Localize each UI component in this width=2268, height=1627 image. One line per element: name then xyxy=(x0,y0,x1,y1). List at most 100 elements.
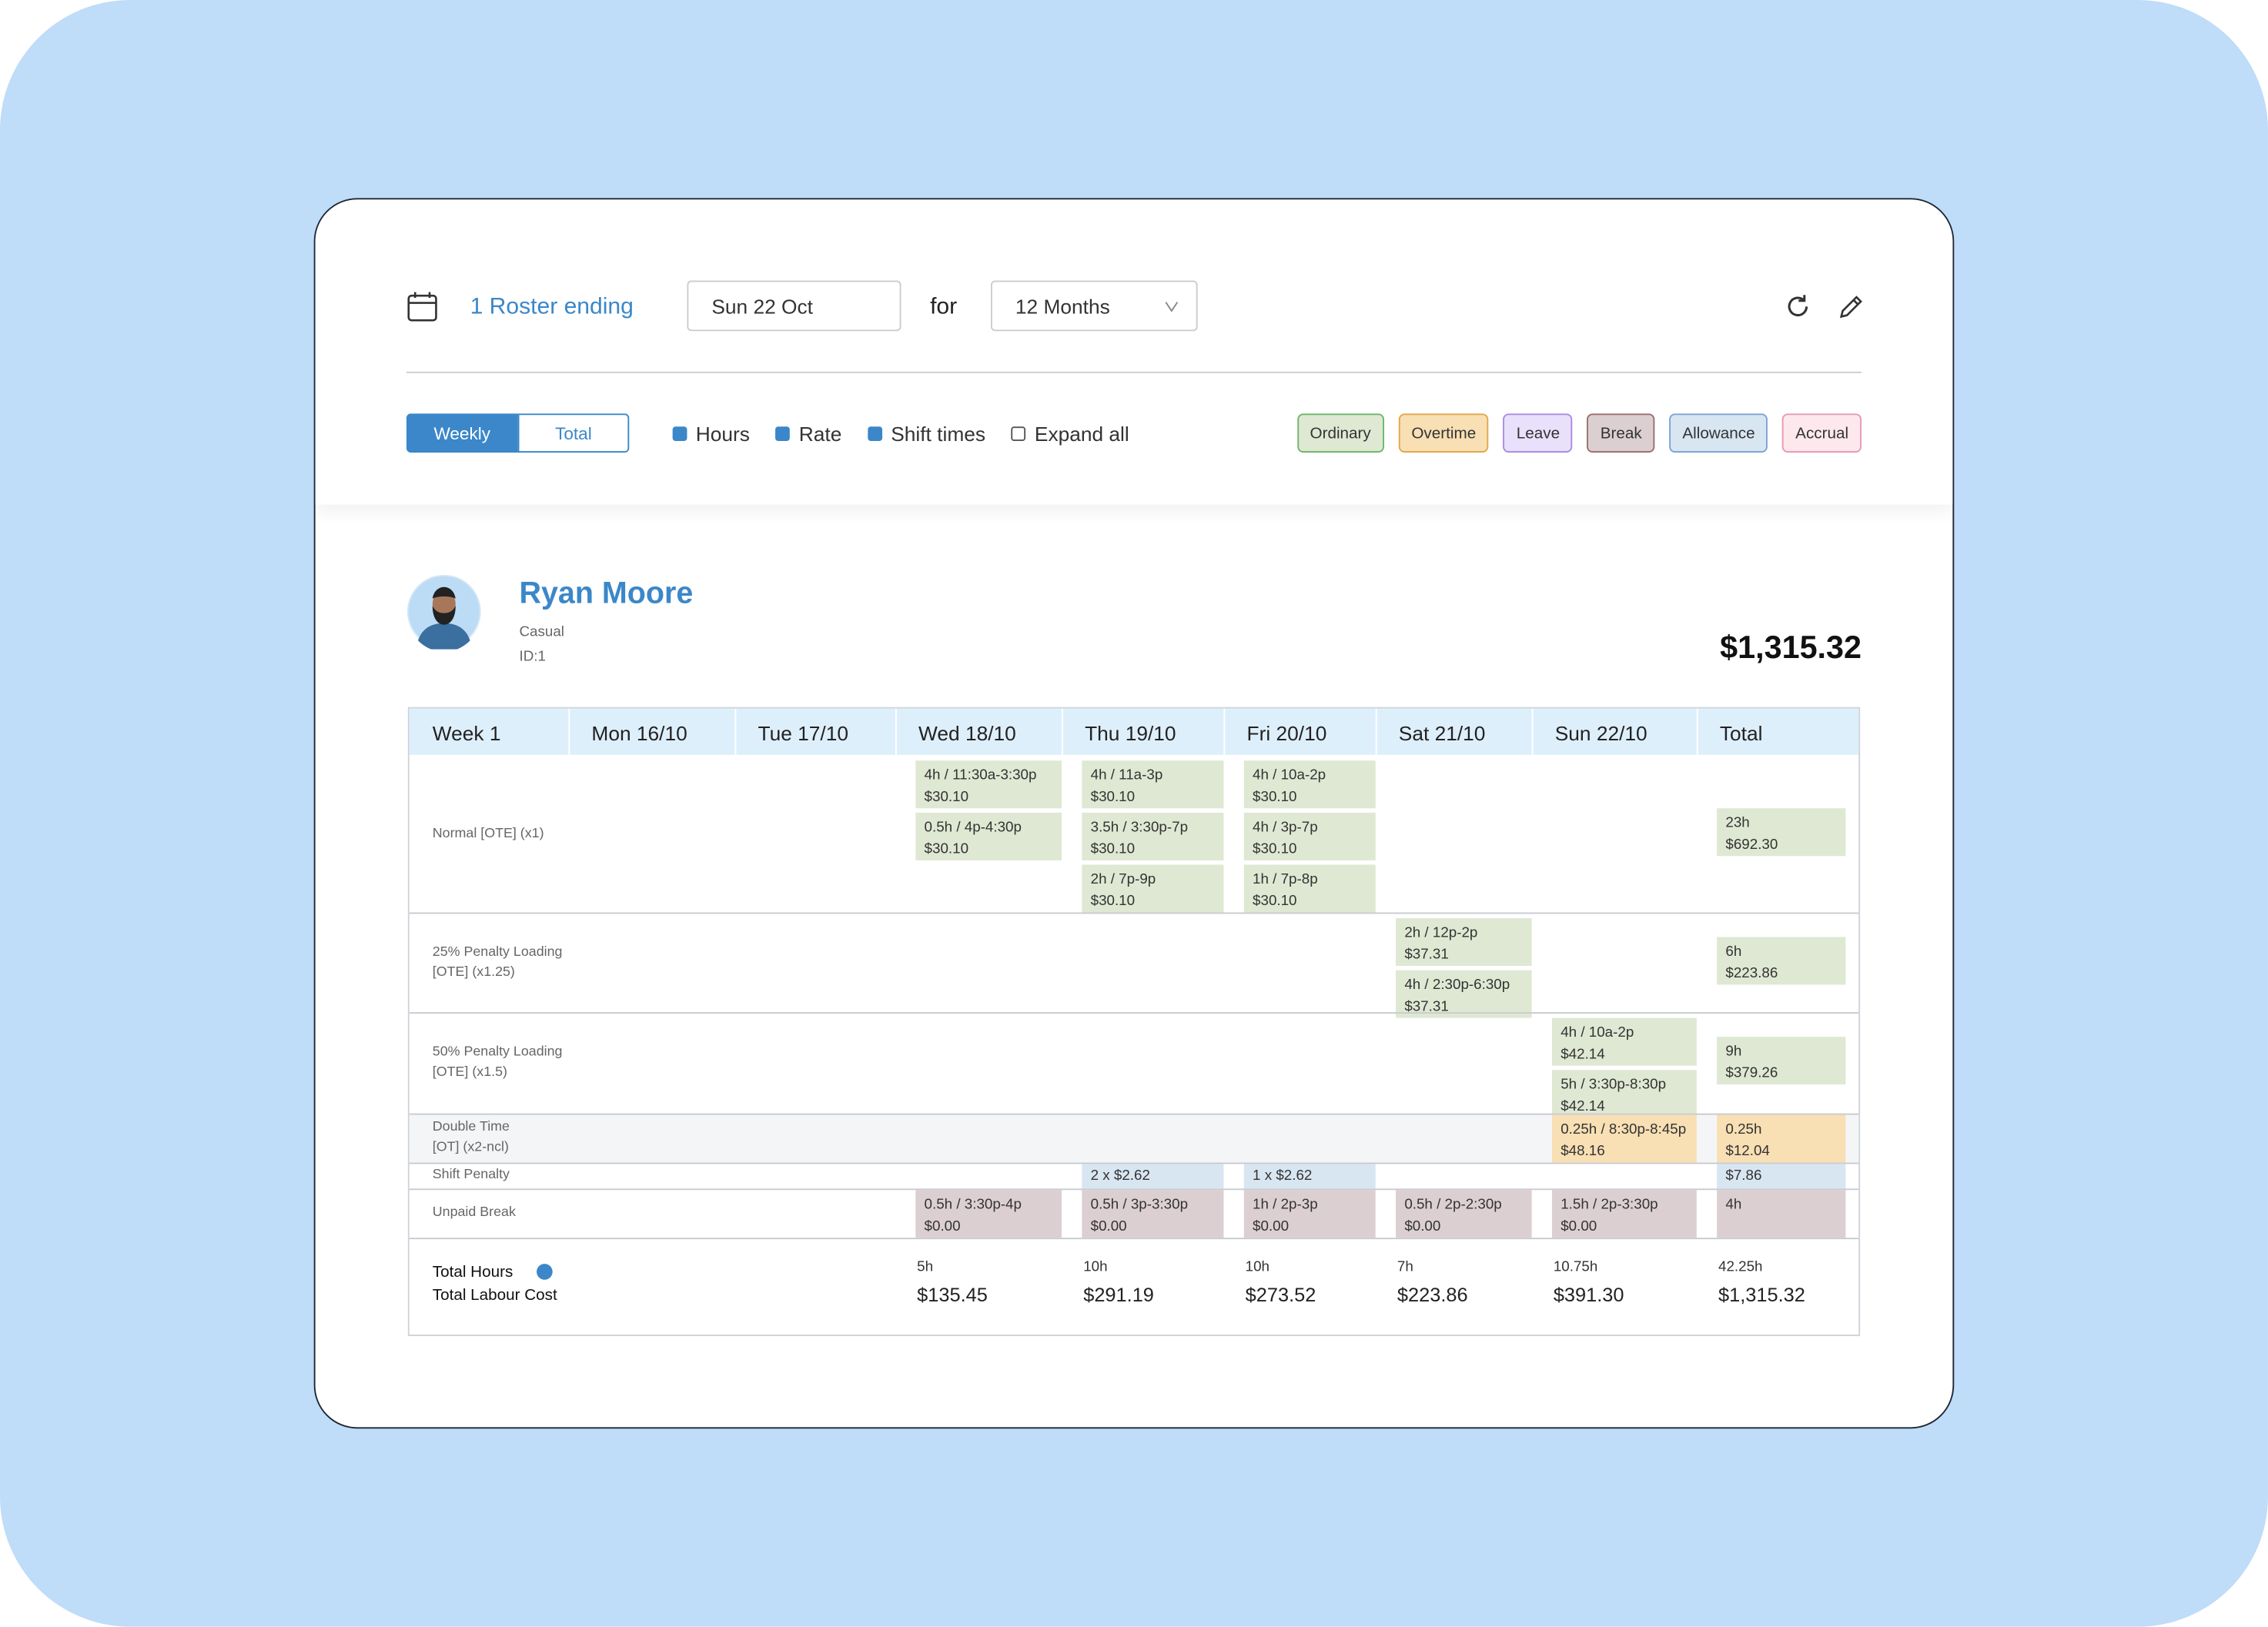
checkbox[interactable]: Shift times xyxy=(868,423,985,446)
column-divider xyxy=(1531,708,1534,755)
checkbox-label[interactable]: Hours xyxy=(695,422,750,446)
employee-name[interactable]: Ryan Moore xyxy=(519,576,694,610)
row-label-line: 25% Penalty Loading xyxy=(432,943,563,960)
legend-item[interactable]: Ordinary xyxy=(1296,413,1384,453)
roster-label[interactable]: 1 Roster ending xyxy=(470,295,634,320)
shift-chip[interactable]: 1h / 2p-3p $0.00 xyxy=(1243,1190,1376,1238)
checkbox-box[interactable] xyxy=(672,426,687,442)
row-label-line: Normal [OTE] (x1) xyxy=(432,824,544,841)
edit-button[interactable] xyxy=(1837,292,1866,322)
roster-card: 1 Roster ending Sun 22 Oct for 12 Months… xyxy=(313,198,1955,1429)
shift-chip[interactable]: 9h $379.26 xyxy=(1717,1037,1846,1085)
checkbox-label[interactable]: Shift times xyxy=(891,422,986,446)
chip-line: 0.25h / 8:30p-8:45p xyxy=(1561,1121,1687,1138)
date-input[interactable]: Sun 22 Oct xyxy=(687,280,902,332)
period-select[interactable]: 12 Months xyxy=(990,280,1198,332)
chip-line: 2h / 7p-9p xyxy=(1090,871,1156,888)
refresh-button[interactable] xyxy=(1784,292,1813,322)
shift-chip[interactable]: 1 x $2.62 xyxy=(1243,1164,1376,1189)
shift-chip[interactable]: 4h xyxy=(1717,1190,1846,1238)
shift-chip[interactable]: 4h / 2:30p-6:30p $37.31 xyxy=(1396,970,1532,1018)
legend-item[interactable]: Overtime xyxy=(1398,413,1490,453)
chip-line: $42.14 xyxy=(1561,1098,1605,1115)
shift-chip[interactable]: 4h / 10a-2p $30.10 xyxy=(1243,760,1376,809)
chip-line: 2h / 12p-2p xyxy=(1404,925,1478,942)
row-label: 25% Penalty Loading [OTE] (x1.25) xyxy=(433,913,563,1013)
shift-chip[interactable]: 4h / 11:30a-3:30p $30.10 xyxy=(915,760,1062,809)
legend-item[interactable]: Allowance xyxy=(1669,413,1768,453)
chip-line: 4h / 2:30p-6:30p xyxy=(1404,977,1510,994)
column-header: Mon 16/10 xyxy=(591,721,687,745)
chip-line: $692.30 xyxy=(1725,836,1778,853)
checkbox-box[interactable] xyxy=(868,426,882,442)
chip-line: $0.00 xyxy=(924,1218,961,1235)
column-divider xyxy=(734,708,737,755)
footer-hours: 42.25h xyxy=(1718,1259,1763,1276)
shift-chip[interactable]: 0.25h / 8:30p-8:45p $48.16 xyxy=(1551,1114,1697,1163)
tab[interactable]: Total xyxy=(517,413,630,453)
chip-line: 1 x $2.62 xyxy=(1253,1168,1313,1184)
shift-chip[interactable]: 1.5h / 2p-3:30p $0.00 xyxy=(1551,1190,1697,1238)
shift-chip[interactable]: 0.5h / 3:30p-4p $0.00 xyxy=(915,1190,1062,1238)
checkbox-box[interactable] xyxy=(1011,426,1026,442)
shift-chip[interactable]: 2h / 7p-9p $30.10 xyxy=(1082,864,1224,913)
footer-cost: $391.30 xyxy=(1553,1284,1624,1306)
checkbox-box[interactable] xyxy=(775,426,791,442)
shift-chip[interactable]: 0.5h / 3p-3:30p $0.00 xyxy=(1082,1190,1224,1238)
shift-chip[interactable]: 4h / 11a-3p $30.10 xyxy=(1082,760,1224,809)
shift-chip[interactable]: 4h / 10a-2p $42.14 xyxy=(1551,1017,1697,1066)
legend-item[interactable]: Break xyxy=(1587,413,1655,453)
chip-line: $37.31 xyxy=(1404,947,1449,964)
tab[interactable]: Weekly xyxy=(406,413,518,453)
checkbox-label[interactable]: Expand all xyxy=(1034,422,1129,446)
shift-chip[interactable]: 0.5h / 4p-4:30p $30.10 xyxy=(915,812,1062,860)
footer-hours: 10.75h xyxy=(1553,1259,1598,1276)
shift-chip[interactable]: 5h / 3:30p-8:30p $42.14 xyxy=(1551,1070,1697,1118)
chip-line: 1h / 2p-3p xyxy=(1253,1197,1318,1214)
chip-line: $30.10 xyxy=(1090,894,1136,910)
info-icon[interactable] xyxy=(537,1264,553,1280)
legend-item[interactable]: Leave xyxy=(1503,413,1574,453)
chip-line: $37.31 xyxy=(1404,999,1449,1015)
chip-line: $223.86 xyxy=(1725,965,1778,981)
column-divider xyxy=(895,708,897,755)
legend-item[interactable]: Accrual xyxy=(1782,413,1862,453)
shift-chip[interactable]: 3.5h / 3:30p-7p $30.10 xyxy=(1082,812,1224,860)
avatar[interactable] xyxy=(406,574,482,650)
checkbox[interactable]: Hours xyxy=(672,422,750,446)
row-label-line: [OTE] (x1.5) xyxy=(432,1064,507,1081)
shift-chip[interactable]: 4h / 3p-7p $30.10 xyxy=(1243,812,1376,860)
checkbox-label[interactable]: Rate xyxy=(798,422,842,446)
for-label: for xyxy=(930,295,958,320)
chip-line: $0.00 xyxy=(1090,1218,1127,1235)
view-tabs: Weekly Total xyxy=(406,413,630,453)
row-divider xyxy=(409,912,1859,914)
calendar-icon[interactable] xyxy=(406,291,438,322)
footer-cost: $223.86 xyxy=(1397,1284,1468,1306)
employee-id: ID:1 xyxy=(519,649,546,666)
chip-line: 0.5h / 4p-4:30p xyxy=(924,820,1022,836)
row-divider xyxy=(409,1238,1859,1240)
divider xyxy=(406,371,1862,373)
row-label: Unpaid Break xyxy=(433,1188,516,1238)
chip-line: $42.14 xyxy=(1561,1047,1605,1063)
options: Hours Rate Shift times Expand all xyxy=(672,422,1129,446)
period-value: 12 Months xyxy=(1015,294,1110,318)
shift-chip[interactable]: 2 x $2.62 xyxy=(1082,1164,1224,1189)
footer-hours: 10h xyxy=(1245,1259,1269,1276)
shift-chip[interactable]: 23h $692.30 xyxy=(1717,807,1846,856)
column-header: Sun 22/10 xyxy=(1554,721,1647,745)
footer-cost: $135.45 xyxy=(917,1284,988,1306)
chip-line: 6h xyxy=(1725,943,1742,960)
shift-chip[interactable]: 2h / 12p-2p $37.31 xyxy=(1396,918,1532,967)
shift-chip[interactable]: $7.86 xyxy=(1717,1164,1846,1189)
shift-chip[interactable]: 1h / 7p-8p $30.10 xyxy=(1243,864,1376,913)
shift-chip[interactable]: 6h $223.86 xyxy=(1717,936,1846,984)
checkbox[interactable]: Expand all xyxy=(1011,422,1129,446)
shift-chip[interactable]: 0.25h $12.04 xyxy=(1717,1114,1846,1163)
column-divider xyxy=(1062,708,1063,755)
checkbox[interactable]: Rate xyxy=(775,422,842,446)
chip-line: $30.10 xyxy=(1253,841,1297,858)
shift-chip[interactable]: 0.5h / 2p-2:30p $0.00 xyxy=(1396,1190,1532,1238)
